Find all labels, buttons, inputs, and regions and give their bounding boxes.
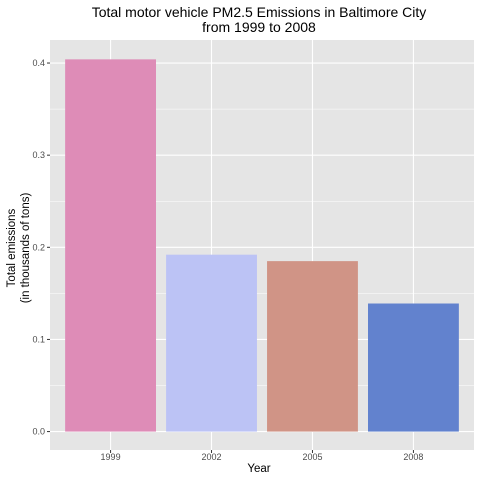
y-axis-title-line-1: Total emissions	[6, 208, 18, 287]
x-axis-title: Year	[247, 463, 270, 475]
bar-2005	[267, 261, 358, 432]
y-tick-label: 0.4	[32, 58, 45, 68]
plot-area: 0.0 0.1 0.2 0.3 0.4 1999 2002 2005 2008	[32, 40, 474, 462]
x-tick-label: 1999	[101, 452, 121, 462]
bar-2002	[166, 254, 257, 432]
y-axis-title-line-2: (in thousands of tons)	[20, 193, 32, 304]
bar-1999	[65, 59, 156, 432]
x-tick-label: 2005	[302, 452, 322, 462]
y-tick-label: 0.1	[32, 334, 45, 344]
bar-2008	[368, 303, 459, 432]
chart-title-line-1: Total motor vehicle PM2.5 Emissions in B…	[92, 4, 427, 20]
y-tick-label: 0.2	[32, 242, 45, 252]
chart-title-line-2: from 1999 to 2008	[202, 19, 316, 35]
y-tick-label: 0.3	[32, 150, 45, 160]
x-tick-label: 2008	[403, 452, 423, 462]
x-tick-label: 2002	[202, 452, 222, 462]
y-tick-label: 0.0	[32, 427, 45, 437]
